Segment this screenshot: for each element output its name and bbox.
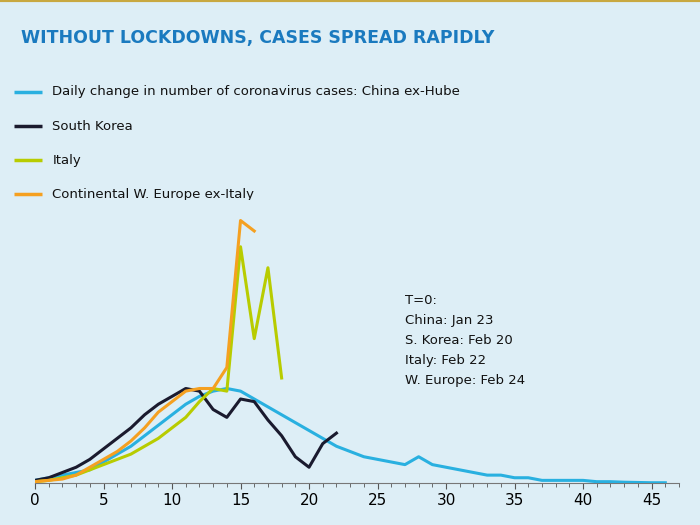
Text: South Korea: South Korea — [52, 120, 133, 132]
Text: Continental W. Europe ex-Italy: Continental W. Europe ex-Italy — [52, 188, 255, 201]
Text: WITHOUT LOCKDOWNS, CASES SPREAD RAPIDLY: WITHOUT LOCKDOWNS, CASES SPREAD RAPIDLY — [21, 28, 494, 47]
Text: Daily change in number of coronavirus cases: China ex-Hube: Daily change in number of coronavirus ca… — [52, 86, 461, 98]
Text: T=0:
China: Jan 23
S. Korea: Feb 20
Italy: Feb 22
W. Europe: Feb 24: T=0: China: Jan 23 S. Korea: Feb 20 Ital… — [405, 294, 525, 387]
Text: Italy: Italy — [52, 154, 81, 166]
